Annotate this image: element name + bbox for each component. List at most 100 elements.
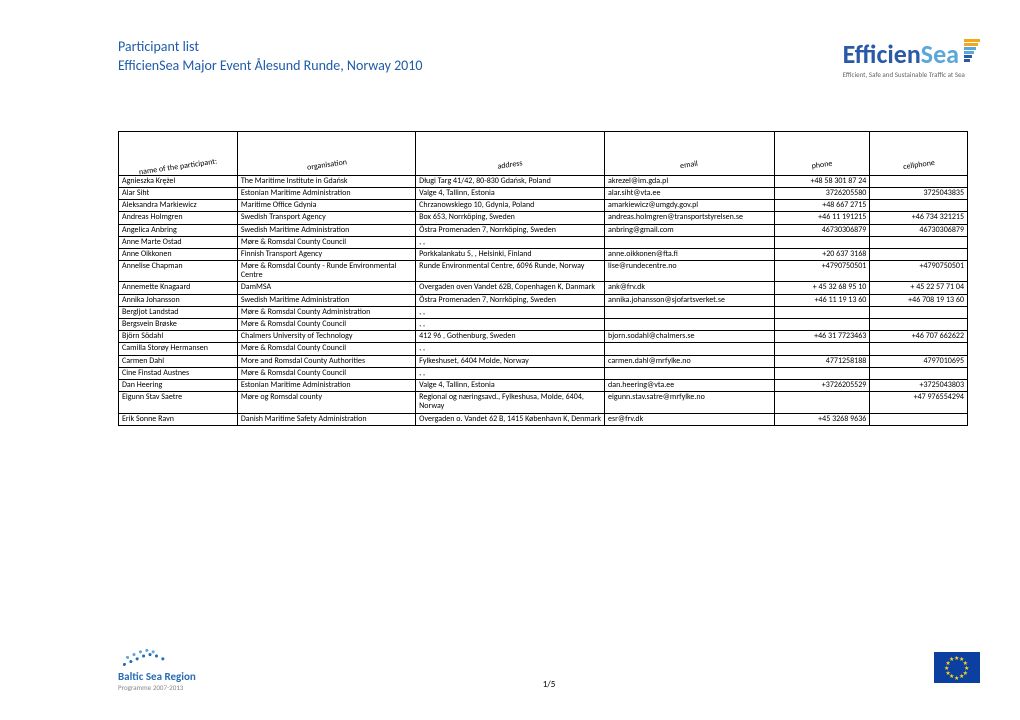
cell-addr: Östra Promenaden 7, Norrköping, Sweden [416, 224, 605, 236]
cell-email: anbring@gmail.com [605, 224, 775, 236]
cell-cell: +46 708 19 13 60 [870, 294, 968, 306]
table-row: Agnieszka KrężelThe Maritime Institute i… [119, 175, 968, 187]
cell-addr: Chrzanowskiego 10, Gdynia, Poland [416, 200, 605, 212]
cell-name: Annika Johansson [119, 294, 238, 306]
cell-cell: 4797010695 [870, 355, 968, 367]
page-title: Participant list EfficienSea Major Event… [118, 38, 422, 76]
cell-email: anne.oikkonen@fta.fi [605, 248, 775, 260]
cell-addr: Östra Promenaden 7, Norrköping, Sweden [416, 294, 605, 306]
cell-addr: Valge 4, Tallinn, Estonia [416, 379, 605, 391]
cell-phone: +46 11 19 13 60 [774, 294, 870, 306]
cell-phone: +46 11 191215 [774, 212, 870, 224]
cell-addr: Fylkeshuset, 6404 Molde, Norway [416, 355, 605, 367]
table-row: Bergljot LandstadMøre & Romsdal County A… [119, 306, 968, 318]
cell-addr: Overgaden o. Vandet 62 B, 1415 København… [416, 413, 605, 425]
table-row: Annemette KnagaardDamMSAOvergaden oven V… [119, 282, 968, 294]
cell-name: Annemette Knagaard [119, 282, 238, 294]
cell-org: Maritime Office Gdynia [237, 200, 415, 212]
hdr-org: organisation [306, 158, 347, 172]
cell-phone: +48 58 301 87 24 [774, 175, 870, 187]
cell-addr: , , [416, 343, 605, 355]
cell-name: Aleksandra Markiewicz [119, 200, 238, 212]
cell-phone: +20 637 3168 [774, 248, 870, 260]
cell-phone: +48 667 2715 [774, 200, 870, 212]
table-row: Eigunn Stav SaetreMøre og Romsdal county… [119, 392, 968, 413]
participant-table: name of the participant: organisation ad… [118, 131, 968, 426]
cell-cell: +47 976554294 [870, 392, 968, 413]
cell-org: Møre & Romsdal County Administration [237, 306, 415, 318]
title-line-2: EfficienSea Major Event Ålesund Runde, N… [118, 57, 422, 76]
cell-email: annika.johansson@sjofartsverket.se [605, 294, 775, 306]
cell-cell [870, 367, 968, 379]
cell-phone: +46 31 7723463 [774, 331, 870, 343]
table-row: Aleksandra MarkiewiczMaritime Office Gdy… [119, 200, 968, 212]
cell-email: amarkiewicz@umgdy.gov.pl [605, 200, 775, 212]
cell-phone [774, 319, 870, 331]
cell-name: Agnieszka Krężel [119, 175, 238, 187]
cell-org: DamMSA [237, 282, 415, 294]
logo-bars [963, 39, 980, 63]
cell-cell [870, 306, 968, 318]
cell-org: Møre & Romsdal County - Runde Environmen… [237, 261, 415, 282]
cell-addr: Valge 4, Tallinn, Estonia [416, 187, 605, 199]
cell-name: Alar Siht [119, 187, 238, 199]
cell-email: esr@frv.dk [605, 413, 775, 425]
cell-org: More and Romsdal County Authorities [237, 355, 415, 367]
cell-cell: 3725043835 [870, 187, 968, 199]
cell-name: Erik Sonne Ravn [119, 413, 238, 425]
cell-org: Møre & Romsdal County Council [237, 319, 415, 331]
cell-name: Bergsvein Brøske [119, 319, 238, 331]
cell-cell [870, 343, 968, 355]
title-line-1: Participant list [118, 38, 422, 57]
table-header-row: name of the participant: organisation ad… [119, 131, 968, 175]
table-row: Björn SödahlChalmers University of Techn… [119, 331, 968, 343]
cell-name: Dan Heering [119, 379, 238, 391]
eu-flag-icon: ★★★★★★★★★★★★ [934, 652, 980, 683]
cell-email: carmen.dahl@mrfylke.no [605, 355, 775, 367]
hdr-email: email [680, 160, 699, 170]
cell-cell: 46730306879 [870, 224, 968, 236]
hdr-addr: address [497, 159, 523, 170]
cell-name: Anne Marte Ostad [119, 236, 238, 248]
cell-email [605, 367, 775, 379]
cell-cell: +46 707 662622 [870, 331, 968, 343]
cell-email: lise@rundecentre.no [605, 261, 775, 282]
table-row: Anne OikkonenFinnish Transport AgencyPor… [119, 248, 968, 260]
cell-addr: Box 653, Norrköping, Sweden [416, 212, 605, 224]
cell-phone: +3726205529 [774, 379, 870, 391]
cell-cell: +4790750501 [870, 261, 968, 282]
cell-org: Møre & Romsdal County Council [237, 367, 415, 379]
cell-phone [774, 306, 870, 318]
efficiensea-logo: EfficienSea Efficient, Safe and Sustaina… [843, 38, 980, 79]
bsr-title: Baltic Sea Region [118, 670, 196, 683]
cell-phone [774, 236, 870, 248]
table-row: Bergsvein BrøskeMøre & Romsdal County Co… [119, 319, 968, 331]
table-row: Dan HeeringEstonian Maritime Administrat… [119, 379, 968, 391]
cell-phone: 3726205580 [774, 187, 870, 199]
cell-name: Camilla Storøy Hermansen [119, 343, 238, 355]
cell-addr: , , [416, 319, 605, 331]
cell-org: Swedish Maritime Administration [237, 294, 415, 306]
cell-email [605, 236, 775, 248]
bsr-subtitle: Programme 2007-2013 [118, 683, 196, 692]
cell-email [605, 343, 775, 355]
cell-email: alar.siht@vta.ee [605, 187, 775, 199]
cell-org: Danish Maritime Safety Administration [237, 413, 415, 425]
cell-addr: Runde Environmental Centre, 6096 Runde, … [416, 261, 605, 282]
cell-email: eigunn.stav.satre@mrfylke.no [605, 392, 775, 413]
cell-addr: Overgaden oven Vandet 62B, Copenhagen K,… [416, 282, 605, 294]
cell-name: Andreas Holmgren [119, 212, 238, 224]
cell-cell [870, 175, 968, 187]
baltic-sea-region-logo: Baltic Sea Region Programme 2007-2013 [118, 642, 196, 692]
cell-cell [870, 413, 968, 425]
cell-phone: +45 3268 9636 [774, 413, 870, 425]
cell-email: bjorn.sodahl@chalmers.se [605, 331, 775, 343]
cell-phone: + 45 32 68 95 10 [774, 282, 870, 294]
cell-phone: 4771258188 [774, 355, 870, 367]
cell-email: andreas.holmgren@transportstyrelsen.se [605, 212, 775, 224]
cell-email: akrezel@im.gda.pl [605, 175, 775, 187]
table-row: Angelica AnbringSwedish Maritime Adminis… [119, 224, 968, 236]
table-row: Alar SihtEstonian Maritime Administratio… [119, 187, 968, 199]
cell-addr: Regional og næringsavd., Fylkeshusa, Mol… [416, 392, 605, 413]
cell-phone [774, 343, 870, 355]
